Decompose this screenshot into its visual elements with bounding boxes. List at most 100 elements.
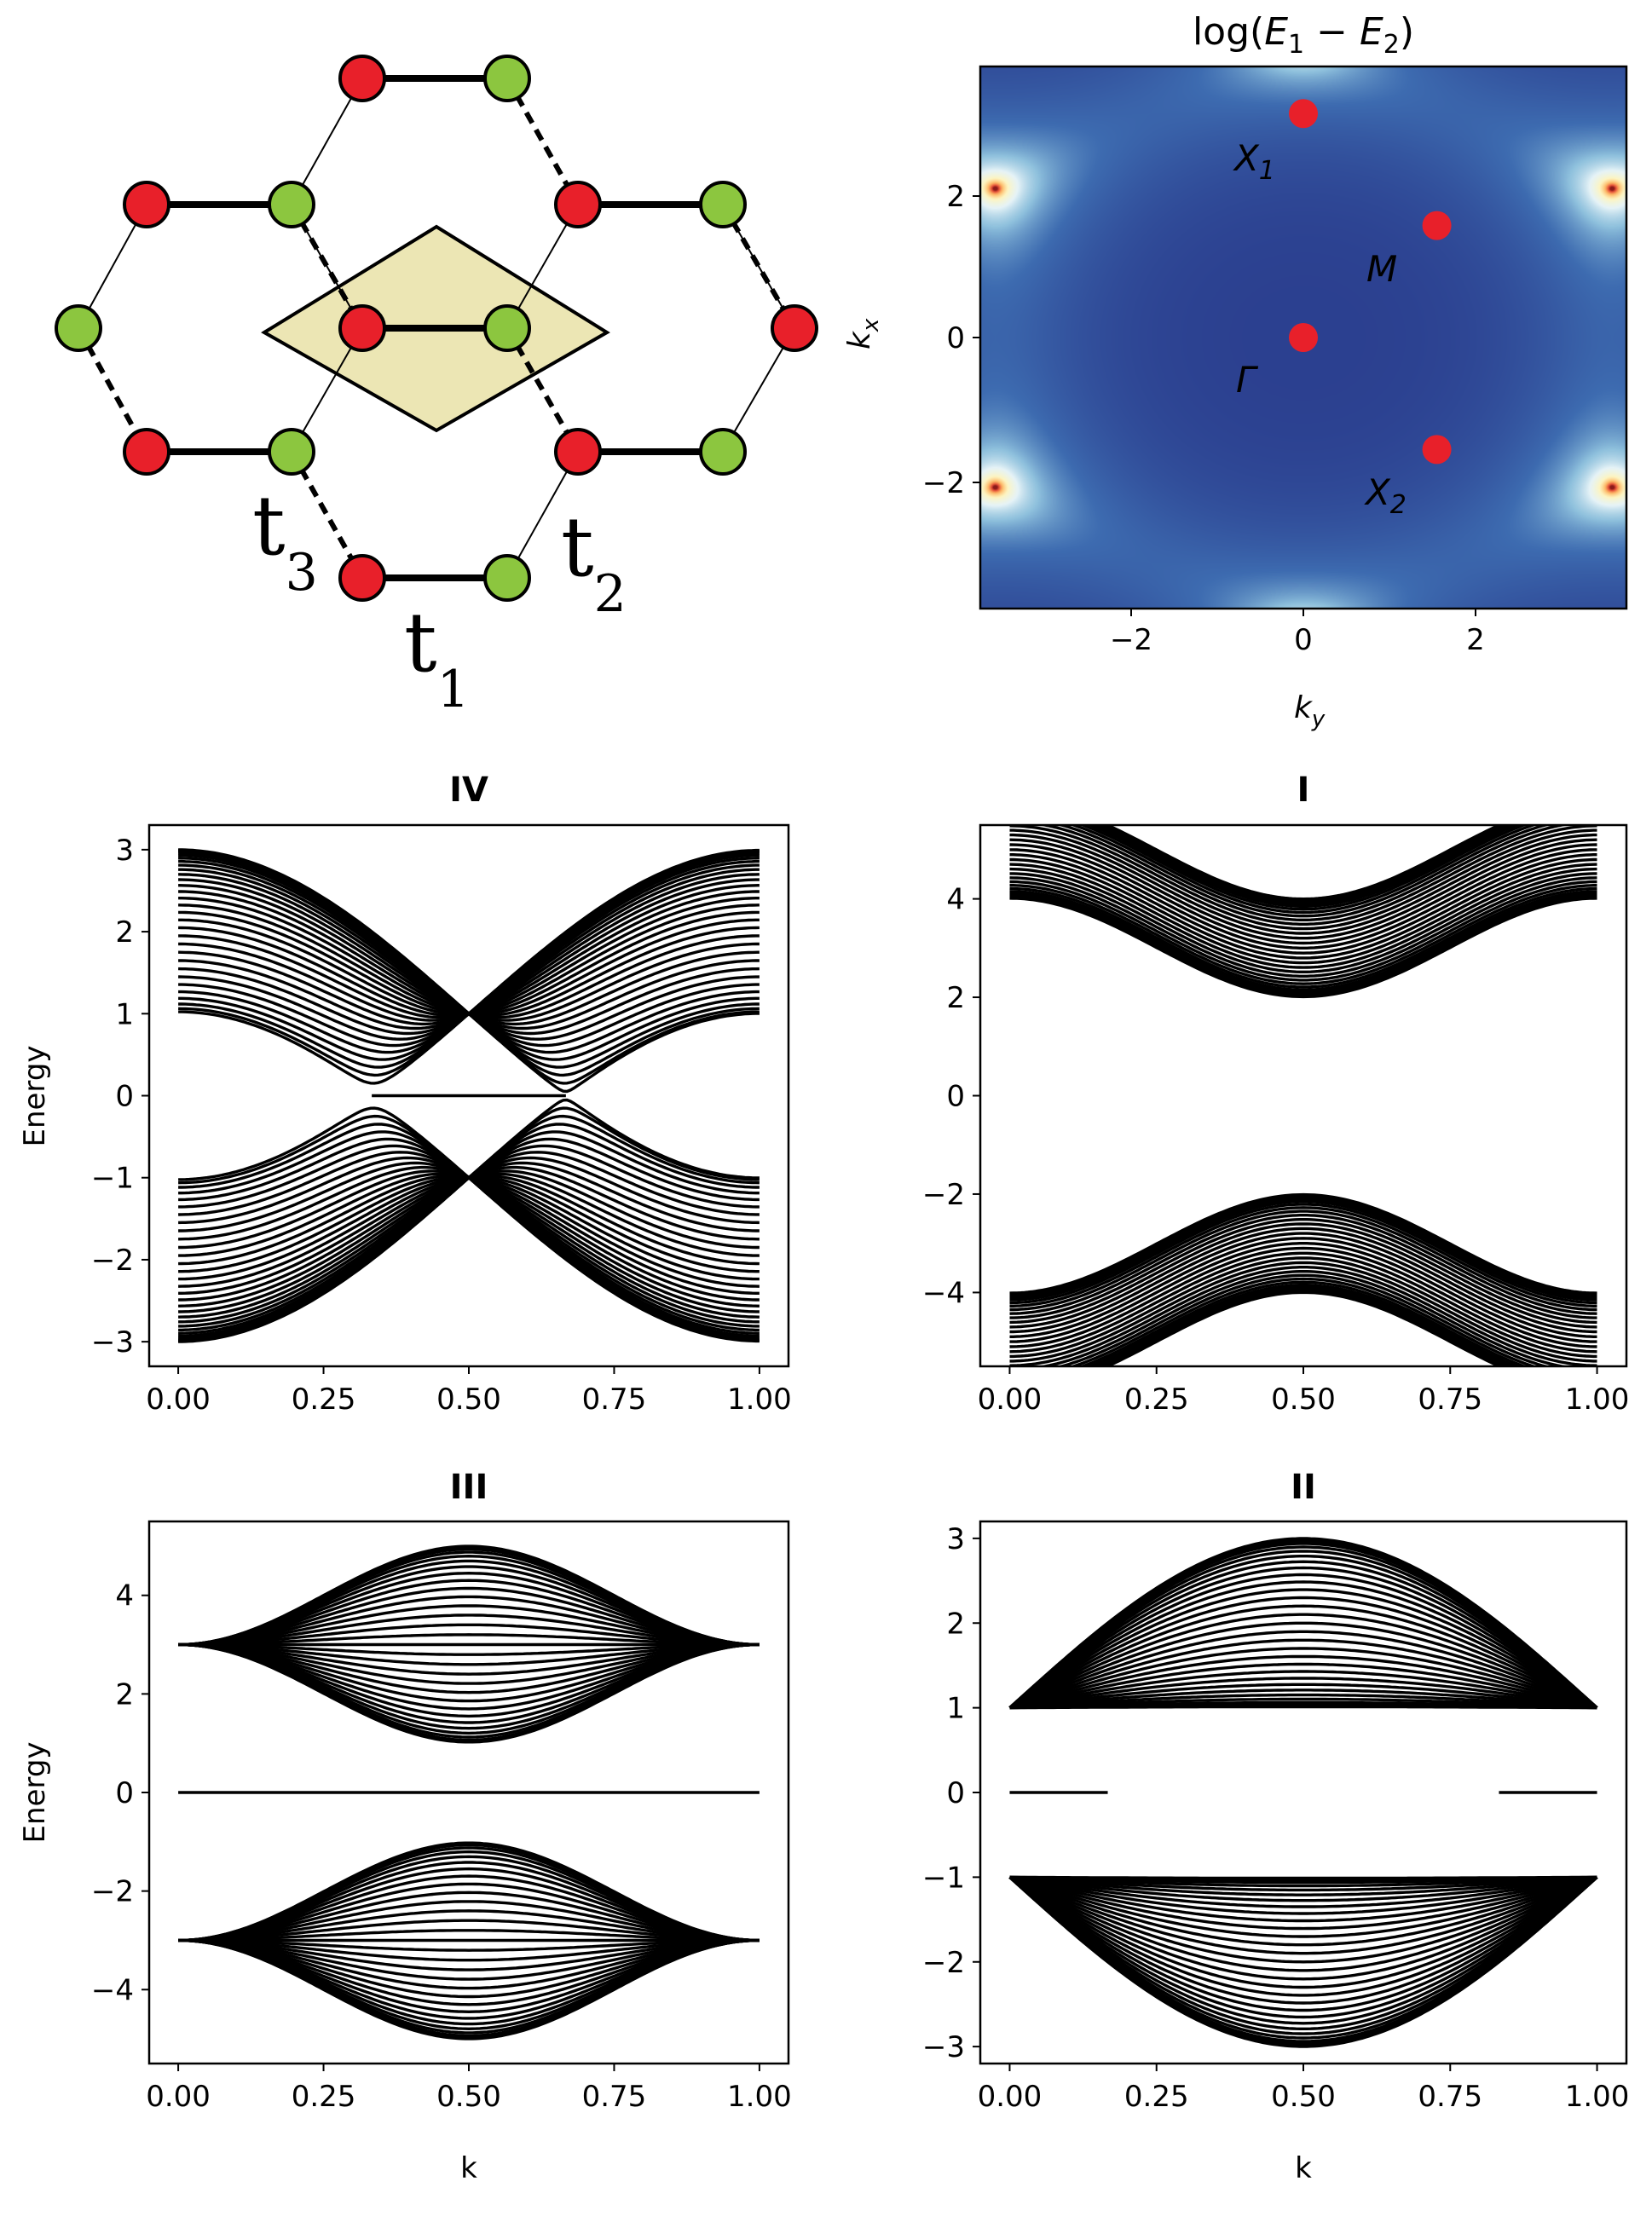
band-line	[178, 850, 760, 1077]
y-tick-label: −1	[91, 1162, 134, 1196]
x-tick-label: 0.00	[146, 2080, 211, 2114]
site-a	[554, 181, 602, 228]
band-line	[1036, 825, 1571, 922]
y-tick-label: 2	[115, 1677, 134, 1712]
hopping-label-t1: t1	[404, 595, 470, 719]
band-line	[1069, 825, 1538, 915]
y-axis-label: Energy	[18, 1045, 52, 1146]
panel-title: IV	[449, 771, 488, 810]
band-line	[178, 1642, 760, 1666]
heatmap-y-tick: 2	[946, 180, 965, 214]
band-line	[1008, 1876, 1598, 2012]
band-line	[1009, 1662, 1597, 1710]
band-line	[178, 1642, 760, 1694]
band-line	[178, 1938, 760, 2020]
y-tick-label: −1	[922, 1861, 965, 1895]
site-b	[483, 304, 531, 352]
band-line	[1008, 1550, 1598, 1709]
panel-title: II	[1291, 1468, 1316, 1507]
band-line	[178, 1909, 760, 1942]
band-line	[1092, 1285, 1515, 1366]
x-tick-label: 1.00	[727, 1383, 792, 1417]
site-b	[699, 181, 747, 228]
band-line	[1008, 1630, 1598, 1710]
point-label-gamma: Γ	[1236, 359, 1259, 401]
band-line	[1055, 825, 1551, 918]
x-tick-label: 0.50	[1271, 1383, 1336, 1417]
band-line	[1008, 1875, 1598, 1981]
hopping-bond	[505, 77, 581, 206]
band-line	[1008, 1638, 1598, 1710]
band-line	[1008, 1876, 1598, 2035]
high-symmetry-point-m	[1422, 211, 1452, 240]
x-tick-label: 0.75	[582, 2080, 647, 2114]
band-line	[1009, 1237, 1597, 1339]
heatmap-y-tick: 0	[946, 321, 965, 355]
band-line	[1009, 1875, 1597, 1908]
band-line	[178, 1938, 760, 1990]
hopping-label-t3: t3	[252, 478, 318, 603]
band-line	[1078, 825, 1528, 911]
band-line	[178, 1172, 760, 1302]
y-tick-label: 3	[946, 1522, 965, 1556]
band-line	[1008, 1875, 1598, 1989]
axis-ticks: 0.00 0.25 0.50 0.75 1.00 4 2 0 −2 −4	[922, 883, 1630, 1417]
band-line	[1009, 833, 1597, 935]
heatmap-points	[1289, 99, 1452, 465]
band-line	[178, 1882, 760, 1942]
panel-title: III	[450, 1468, 488, 1507]
band-line	[1008, 1621, 1598, 1710]
band-line	[1096, 825, 1510, 903]
band-line	[178, 1938, 760, 1999]
band-line	[1009, 853, 1597, 955]
heatmap-x-ticks: −2 0 2	[1110, 609, 1485, 657]
band-line	[1009, 838, 1597, 940]
x-tick-label: 0.25	[292, 2080, 356, 2114]
band-panel-ii: II 0.00 0.25 0.50 0.75 1.00 3 2 1 0 −1 −2 −3 k	[922, 1468, 1630, 2185]
hopping-label-t2: t2	[561, 499, 627, 624]
band-line	[1009, 1209, 1597, 1312]
hopping-bond	[506, 451, 579, 579]
y-tick-label: 2	[115, 915, 134, 950]
high-symmetry-point-x2	[1422, 435, 1452, 465]
x-tick-label: 0.25	[1124, 1383, 1189, 1417]
site-b	[483, 554, 531, 602]
band-line	[178, 1642, 760, 1676]
band-line	[178, 1900, 760, 1942]
y-tick-label: −2	[91, 1244, 134, 1278]
band-line	[1055, 1273, 1551, 1366]
band-line	[1008, 1554, 1598, 1709]
x-axis-label: k	[1295, 2151, 1312, 2185]
band-line	[1009, 1241, 1597, 1343]
band-line	[178, 1841, 760, 1942]
band-line	[1092, 825, 1515, 906]
band-line	[1008, 1573, 1598, 1709]
band-panel-iv: IV 0.00 0.25 0.50 0.75 1.00 3 2 1 0 −1 −2 −3 Energy	[18, 771, 792, 1417]
band-line	[1009, 1875, 1597, 1915]
x-tick-label: 0.50	[1271, 2080, 1336, 2114]
band-line	[1009, 892, 1597, 994]
band-lines	[178, 848, 760, 1343]
band-line	[1009, 1875, 1597, 1896]
band-line	[1009, 828, 1597, 931]
band-line	[1086, 1283, 1521, 1366]
y-tick-label: 0	[946, 1080, 965, 1114]
band-line	[178, 1891, 760, 1942]
band-line	[1008, 1588, 1598, 1710]
x-tick-label: 0.75	[1418, 1383, 1482, 1417]
y-tick-label: −2	[922, 1946, 965, 1980]
band-line	[1009, 1688, 1597, 1710]
band-line	[1009, 1647, 1597, 1710]
band-line	[1009, 1206, 1597, 1308]
band-line	[1009, 867, 1597, 969]
band-line	[1009, 1875, 1597, 1938]
band-line	[1009, 1261, 1597, 1363]
band-line	[1009, 1199, 1597, 1302]
lattice-sites	[55, 55, 818, 602]
band-line	[178, 1144, 760, 1332]
band-line	[178, 1106, 760, 1343]
band-line	[1009, 863, 1597, 965]
heatmap-x-tick: 2	[1466, 623, 1485, 657]
y-tick-label: −2	[91, 1875, 134, 1909]
